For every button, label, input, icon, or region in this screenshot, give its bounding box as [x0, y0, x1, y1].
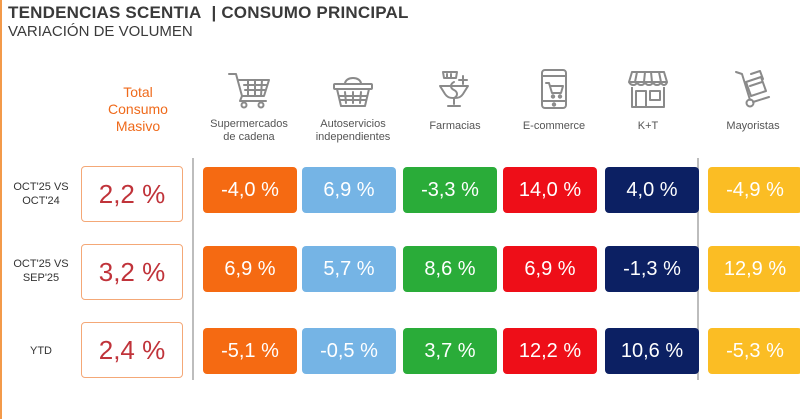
channel-label-farmacias: Farmacias [393, 120, 517, 133]
row-label-line2: SEP'25 [22, 272, 60, 284]
mobile-cart-icon [502, 66, 606, 110]
channel-label-line2: independientes [315, 131, 391, 143]
row-label-line1: OCT'25 VS [13, 258, 69, 270]
channel-label-autoservicios: Autoservicios independientes [291, 118, 415, 144]
left-accent-border [0, 0, 2, 419]
total-header-line2: Consumo [108, 101, 168, 117]
total-header-line3: Masivo [115, 118, 161, 134]
value-kt-row3: 10,6 % [605, 328, 699, 374]
value-farmacias-row2: 8,6 % [403, 246, 497, 292]
channel-label-line1: Farmacias [429, 120, 481, 132]
channel-header-farmacias: Farmacias [403, 66, 507, 132]
value-supermercados-row2: 6,9 % [203, 246, 297, 292]
total-header-line1: Total [123, 84, 153, 100]
value-autoservicios-row2: 5,7 % [302, 246, 396, 292]
value-mayoristas-row1: -4,9 % [708, 167, 800, 213]
row-label-oct-vs-sep: OCT'25 VS SEP'25 [8, 257, 74, 285]
row-label-ytd: YTD [8, 344, 74, 358]
channel-label-line2: de cadena [223, 131, 275, 143]
channel-label-ecommerce: E-commerce [492, 120, 616, 133]
channel-header-autoservicios: Autoservicios independientes [301, 66, 405, 143]
shopping-cart-icon [197, 66, 301, 110]
value-supermercados-row1: -4,0 % [203, 167, 297, 213]
channel-label-mayoristas: Mayoristas [691, 120, 800, 133]
page-subtitle: VARIACIÓN DE VOLUMEN [8, 23, 193, 40]
row-label-oct-vs-oct: OCT'25 VS OCT'24 [8, 180, 74, 208]
pharmacy-icon [403, 66, 507, 110]
total-value-row2: 3,2 % [81, 244, 183, 300]
value-kt-row2: -1,3 % [605, 246, 699, 292]
value-farmacias-row1: -3,3 % [403, 167, 497, 213]
shopping-basket-icon [301, 66, 405, 110]
channel-header-supermercados: Supermercados de cadena [197, 66, 301, 143]
channel-label-line1: Supermercados [210, 118, 288, 130]
channel-label-line1: Mayoristas [726, 120, 780, 132]
value-mayoristas-row3: -5,3 % [708, 328, 800, 374]
total-value-row1: 2,2 % [81, 166, 183, 222]
channel-header-mayoristas: Mayoristas [701, 66, 800, 132]
channel-header-ecommerce: E-commerce [502, 66, 606, 132]
separator-left [192, 158, 194, 380]
value-ecommerce-row1: 14,0 % [503, 167, 597, 213]
page-title: TENDENCIAS SCENTIA | CONSUMO PRINCIPAL [8, 3, 409, 23]
channel-label-line1: Autoservicios [320, 118, 386, 130]
channel-label-supermercados: Supermercados de cadena [187, 118, 311, 144]
value-supermercados-row3: -5,1 % [203, 328, 297, 374]
title-main: TENDENCIAS SCENTIA [8, 3, 202, 22]
value-autoservicios-row1: 6,9 % [302, 167, 396, 213]
total-value-row3: 2,4 % [81, 322, 183, 378]
title-section: | CONSUMO PRINCIPAL [211, 3, 409, 22]
channel-label-line1: E-commerce [522, 120, 586, 132]
channel-label-line1: K+T [637, 120, 659, 132]
channel-label-kt: K+T [586, 120, 710, 133]
value-kt-row1: 4,0 % [605, 167, 699, 213]
hand-truck-icon [701, 66, 800, 110]
row-label-line1: YTD [30, 345, 52, 357]
value-mayoristas-row2: 12,9 % [708, 246, 800, 292]
channel-header-kt: K+T [596, 66, 700, 132]
row-label-line1: OCT'25 VS [13, 181, 69, 193]
total-column-header: Total Consumo Masivo [80, 84, 196, 135]
value-farmacias-row3: 3,7 % [403, 328, 497, 374]
row-label-line2: OCT'24 [22, 195, 60, 207]
value-autoservicios-row3: -0,5 % [302, 328, 396, 374]
storefront-icon [596, 66, 700, 110]
value-ecommerce-row2: 6,9 % [503, 246, 597, 292]
value-ecommerce-row3: 12,2 % [503, 328, 597, 374]
